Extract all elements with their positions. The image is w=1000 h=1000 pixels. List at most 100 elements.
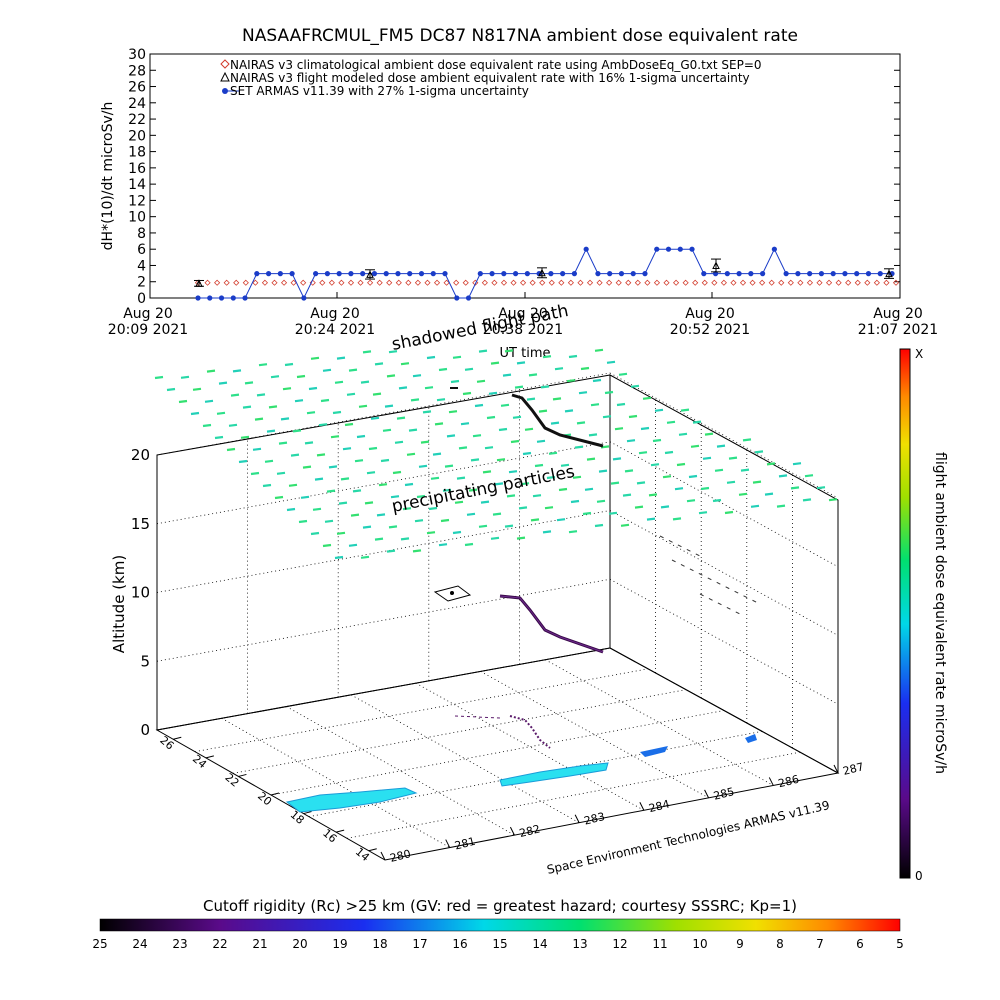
particle-mark <box>344 422 354 427</box>
top-x-axis-label: UT time <box>500 346 551 361</box>
armas-point <box>760 271 766 277</box>
top-legend: NAIRAS v3 climatological ambient dose eq… <box>220 58 762 98</box>
particle-mark <box>292 429 302 433</box>
particle-mark <box>802 498 812 502</box>
particle-mark <box>606 360 616 364</box>
climatological-point <box>414 279 421 286</box>
particle-mark <box>576 421 586 425</box>
rigidity-tick-label: 17 <box>412 937 427 951</box>
climatological-point <box>826 279 833 286</box>
particle-mark <box>410 398 420 402</box>
armas-point <box>595 271 601 277</box>
climatological-point <box>214 279 221 286</box>
particle-mark <box>692 420 702 424</box>
particle-mark <box>702 456 712 460</box>
climatological-point <box>242 279 249 286</box>
climatological-point <box>328 279 335 286</box>
particle-mark <box>252 447 262 451</box>
particle-mark <box>412 374 422 378</box>
armas-point <box>807 271 813 277</box>
particle-mark <box>348 543 358 547</box>
particle-mark <box>686 499 696 503</box>
top-series-group <box>194 246 900 301</box>
particle-mark <box>390 495 400 499</box>
particle-mark <box>554 367 564 371</box>
climatological-point <box>778 279 785 286</box>
climatological-point <box>615 279 622 286</box>
particle-mark <box>360 380 370 384</box>
3d-altitude-tick-label: 15 <box>131 515 150 533</box>
armas-point <box>195 295 201 301</box>
flight-path-high <box>511 393 604 448</box>
top-x-tick-date: Aug 20 <box>123 306 173 322</box>
legend-diamond-marker <box>220 59 230 69</box>
particle-mark <box>778 474 788 478</box>
particle-mark <box>568 530 578 534</box>
3d-longitude-tick <box>639 802 645 811</box>
particle-mark <box>342 447 352 451</box>
particle-mark <box>662 475 672 479</box>
particle-mark <box>524 427 534 431</box>
armas-point <box>877 271 883 277</box>
top-y-tick-label: 0 <box>137 291 146 307</box>
climatological-point <box>443 279 450 286</box>
particle-mark <box>752 480 762 484</box>
3d-grid-line <box>156 372 611 456</box>
climatological-point <box>529 279 536 286</box>
particle-mark <box>526 397 536 401</box>
3d-latitude-tick <box>368 848 377 852</box>
armas-point <box>430 271 436 277</box>
3d-grid-line <box>156 441 611 525</box>
position-marker-dot <box>450 591 454 595</box>
particle-mark <box>534 463 544 468</box>
particle-mark <box>716 444 726 448</box>
particle-mark <box>266 429 276 433</box>
floor-swath-left <box>285 787 418 813</box>
particle-mark <box>506 494 516 498</box>
particle-mark <box>536 439 546 443</box>
particle-mark <box>350 513 360 517</box>
particle-mark <box>502 373 512 377</box>
particle-mark <box>450 379 460 384</box>
3d-latitude-tick <box>205 755 214 759</box>
armas-point <box>218 295 225 301</box>
3d-grid-line <box>308 730 763 818</box>
armas-point <box>477 271 483 277</box>
armas-point <box>642 271 648 277</box>
armas-point <box>560 271 566 277</box>
particle-mark <box>214 435 224 440</box>
particle-mark <box>178 399 188 404</box>
climatological-point <box>596 279 603 286</box>
3d-longitude-tick-label: 287 <box>842 760 866 778</box>
climatological-point <box>606 279 613 286</box>
particle-mark <box>226 447 236 452</box>
particle-mark <box>580 366 590 371</box>
flight-point <box>538 268 546 277</box>
particle-mark <box>282 387 292 391</box>
particle-mark <box>532 494 542 498</box>
particle-mark <box>346 392 356 396</box>
particle-mark <box>578 391 588 395</box>
particle-mark <box>602 415 612 419</box>
3d-longitude-tick-label: 282 <box>518 822 542 840</box>
3d-latitude-tick-label: 16 <box>320 826 339 845</box>
particle-mark <box>370 416 380 420</box>
climatological-point <box>759 279 766 286</box>
particle-mark <box>232 369 242 373</box>
particle-mark <box>520 482 530 486</box>
climatological-point <box>864 279 871 286</box>
particle-mark <box>296 374 306 379</box>
particle-mark <box>664 450 674 455</box>
particle-mark <box>216 411 226 415</box>
particle-mark <box>508 470 518 474</box>
particle-mark <box>256 393 266 397</box>
particle-mark <box>394 440 404 444</box>
particle-mark <box>442 488 452 492</box>
armas-point <box>607 271 613 277</box>
climatological-point <box>539 279 546 286</box>
particle-mark <box>286 507 296 512</box>
dose-colorbar <box>899 348 911 879</box>
top-y-tick-label: 16 <box>128 161 146 177</box>
particle-mark <box>454 500 464 504</box>
3d-grid <box>156 372 839 848</box>
